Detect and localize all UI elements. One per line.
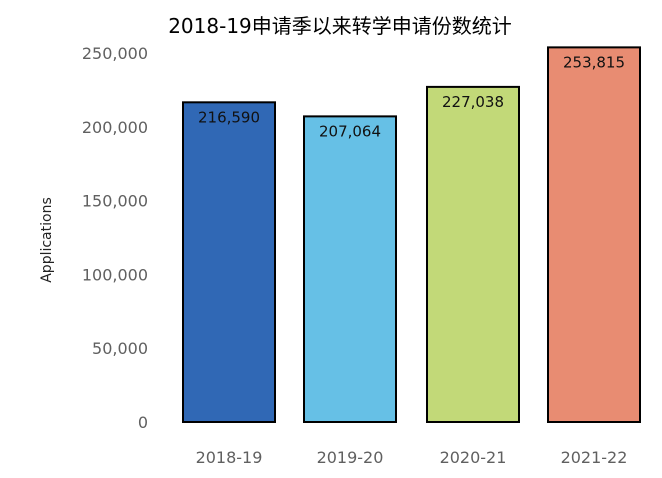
data-label: 207,064	[319, 122, 381, 140]
y-tick-label: 150,000	[82, 192, 148, 211]
x-tick-label: 2019-20	[317, 448, 384, 467]
x-tick-label: 2018-19	[196, 448, 263, 467]
y-tick-label: 0	[138, 413, 148, 432]
bar-2021-22	[547, 46, 641, 424]
bars-group	[182, 46, 641, 424]
data-label: 227,038	[442, 93, 504, 111]
bar-2018-19	[182, 101, 276, 423]
bar-2020-21	[426, 85, 520, 424]
y-axis-label: Applications	[39, 197, 55, 283]
data-label: 253,815	[563, 53, 625, 71]
data-labels-group: 216,590 207,064 227,038 253,815	[198, 53, 625, 140]
data-label: 216,590	[198, 108, 260, 126]
y-axis-ticks: 0 50,000 100,000 150,000 200,000 250,000	[82, 44, 148, 432]
x-axis-ticks: 2018-19 2019-20 2020-21 2021-22	[196, 448, 628, 467]
y-tick-label: 250,000	[82, 44, 148, 63]
chart-title: 2018-19申请季以来转学申请份数统计	[168, 14, 512, 38]
x-tick-label: 2021-22	[561, 448, 628, 467]
y-tick-label: 50,000	[92, 339, 148, 358]
y-tick-label: 100,000	[82, 265, 148, 284]
x-tick-label: 2020-21	[440, 448, 507, 467]
bar-2019-20	[303, 115, 397, 423]
y-tick-label: 200,000	[82, 118, 148, 137]
